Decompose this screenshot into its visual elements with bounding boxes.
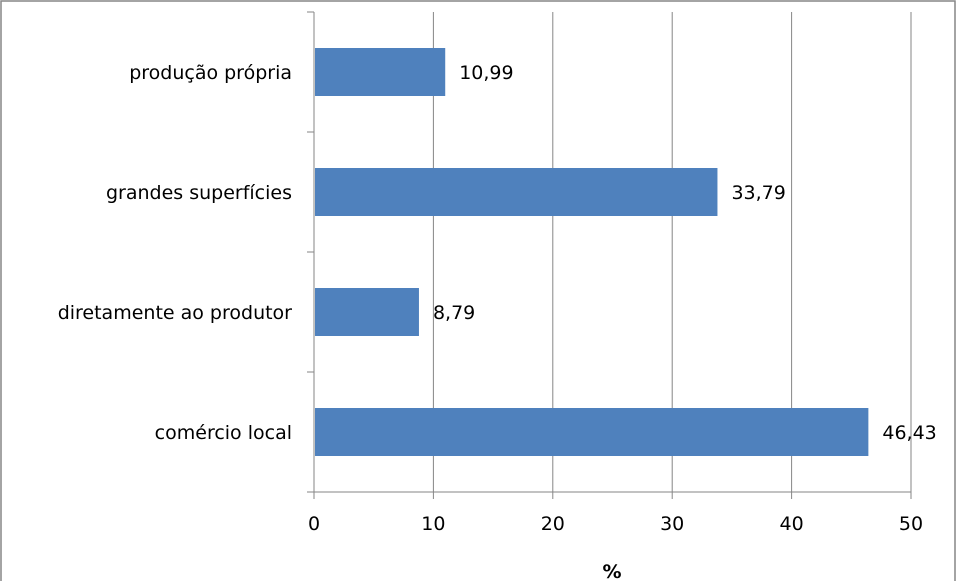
- x-axis-title: %: [602, 561, 621, 581]
- bar: [315, 288, 419, 336]
- bar: [315, 48, 446, 96]
- x-tick-label: 40: [780, 513, 804, 535]
- bar: [315, 168, 718, 216]
- category-label: comércio local: [155, 422, 292, 444]
- labels: 0 10 20 30 40 50 46,43 comércio local 8,79 direta…: [58, 62, 937, 535]
- category-label: grandes superfícies: [106, 182, 292, 204]
- data-label: 46,43: [882, 422, 936, 444]
- category-label: diretamente ao produtor: [58, 302, 292, 324]
- x-tick-label: 10: [421, 513, 445, 535]
- axes: [307, 11, 912, 499]
- bar: [315, 408, 869, 456]
- data-label: 8,79: [433, 302, 475, 324]
- category-label: produção própria: [129, 62, 292, 84]
- x-tick-label: 30: [660, 513, 684, 535]
- x-tick-label: 0: [308, 513, 320, 535]
- data-label: 33,79: [731, 182, 785, 204]
- bars: [315, 48, 869, 456]
- x-tick-label: 20: [541, 513, 565, 535]
- data-label: 10,99: [459, 62, 513, 84]
- x-tick-label: 50: [899, 513, 923, 535]
